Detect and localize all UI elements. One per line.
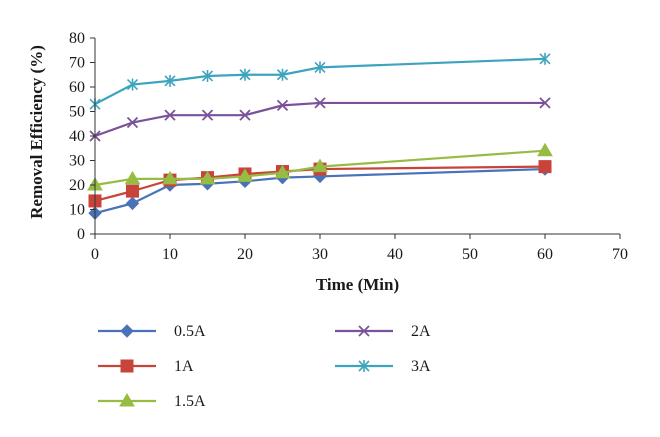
x-tick-label: 70: [612, 246, 628, 263]
x-tick-label: 40: [387, 246, 403, 263]
data-point: [126, 184, 139, 198]
legend-marker: [120, 359, 134, 373]
y-tick-label: 80: [69, 30, 85, 47]
marker-stroke: [358, 325, 370, 337]
marker-stroke: [276, 99, 289, 112]
legend-marker: [120, 324, 134, 338]
y-tick-label: 70: [69, 55, 85, 72]
legend-item: 2A: [335, 323, 431, 340]
legend-item: 1A: [98, 358, 194, 375]
data-point: [314, 61, 326, 74]
series-line: [94, 57, 546, 106]
x-tick-label: 30: [312, 246, 328, 263]
marker-stroke: [126, 116, 139, 129]
legend-marker: [358, 325, 370, 337]
series-1_5A: [87, 142, 553, 191]
legend-item: 1.5A: [98, 393, 206, 410]
data-point: [539, 52, 551, 65]
data-point: [239, 109, 251, 121]
marker-stroke: [314, 97, 326, 109]
legend-label: 2A: [411, 323, 431, 340]
legend-label: 0.5A: [174, 323, 206, 340]
data-point: [201, 69, 214, 82]
data-point: [537, 142, 553, 157]
data-point: [276, 68, 289, 81]
data-point: [276, 99, 289, 112]
legend-label: 1.5A: [174, 393, 206, 410]
data-point: [312, 158, 328, 173]
data-point: [201, 109, 214, 121]
legend-item: 3A: [335, 358, 431, 375]
plot-area: [87, 52, 553, 220]
data-point: [126, 78, 139, 91]
x-tick-label: 10: [162, 246, 178, 263]
y-tick-label: 60: [69, 79, 85, 96]
axes: 0 10 20 30 40 50 60 70 80 0 10 20 30 40 50 60 70: [69, 30, 628, 263]
series-2A: [89, 97, 551, 142]
data-point: [125, 196, 140, 211]
y-tick-label: 20: [69, 177, 85, 194]
y-tick-label: 30: [69, 153, 85, 170]
data-point: [274, 164, 291, 179]
data-point: [162, 170, 178, 185]
marker-stroke: [539, 97, 551, 109]
data-point: [538, 160, 552, 174]
legend-label: 3A: [411, 358, 431, 375]
legend-marker: [119, 393, 135, 407]
marker-stroke: [164, 109, 176, 121]
data-point: [237, 168, 253, 182]
y-tick-label: 40: [69, 128, 85, 145]
data-point: [164, 74, 176, 87]
data-point: [239, 68, 251, 81]
data-point: [164, 109, 176, 121]
x-tick-label: 60: [537, 246, 553, 263]
marker-stroke: [201, 109, 214, 121]
marker-stroke: [239, 109, 251, 121]
series-line: [94, 149, 546, 187]
data-point: [199, 170, 216, 185]
y-tick-label: 0: [77, 226, 85, 243]
legend-label: 1A: [174, 358, 194, 375]
y-tick-label: 50: [69, 104, 85, 121]
series-line: [94, 101, 545, 138]
legend-marker: [358, 360, 370, 372]
series-3A: [89, 52, 551, 111]
y-axis-title: Removal Efficiency (%): [27, 45, 46, 219]
legend-item: 0.5A: [98, 323, 206, 340]
x-tick-label: 50: [462, 246, 478, 263]
data-point: [539, 97, 551, 109]
legend: 0.5A 1A 1.5A 2A 3A: [98, 323, 431, 410]
data-point: [126, 116, 139, 129]
x-tick-label: 0: [91, 246, 99, 263]
x-tick-label: 20: [237, 246, 253, 263]
data-point: [124, 170, 141, 185]
data-point: [314, 97, 326, 109]
x-axis-title: Time (Min): [316, 275, 399, 294]
y-tick-label: 10: [69, 202, 85, 219]
